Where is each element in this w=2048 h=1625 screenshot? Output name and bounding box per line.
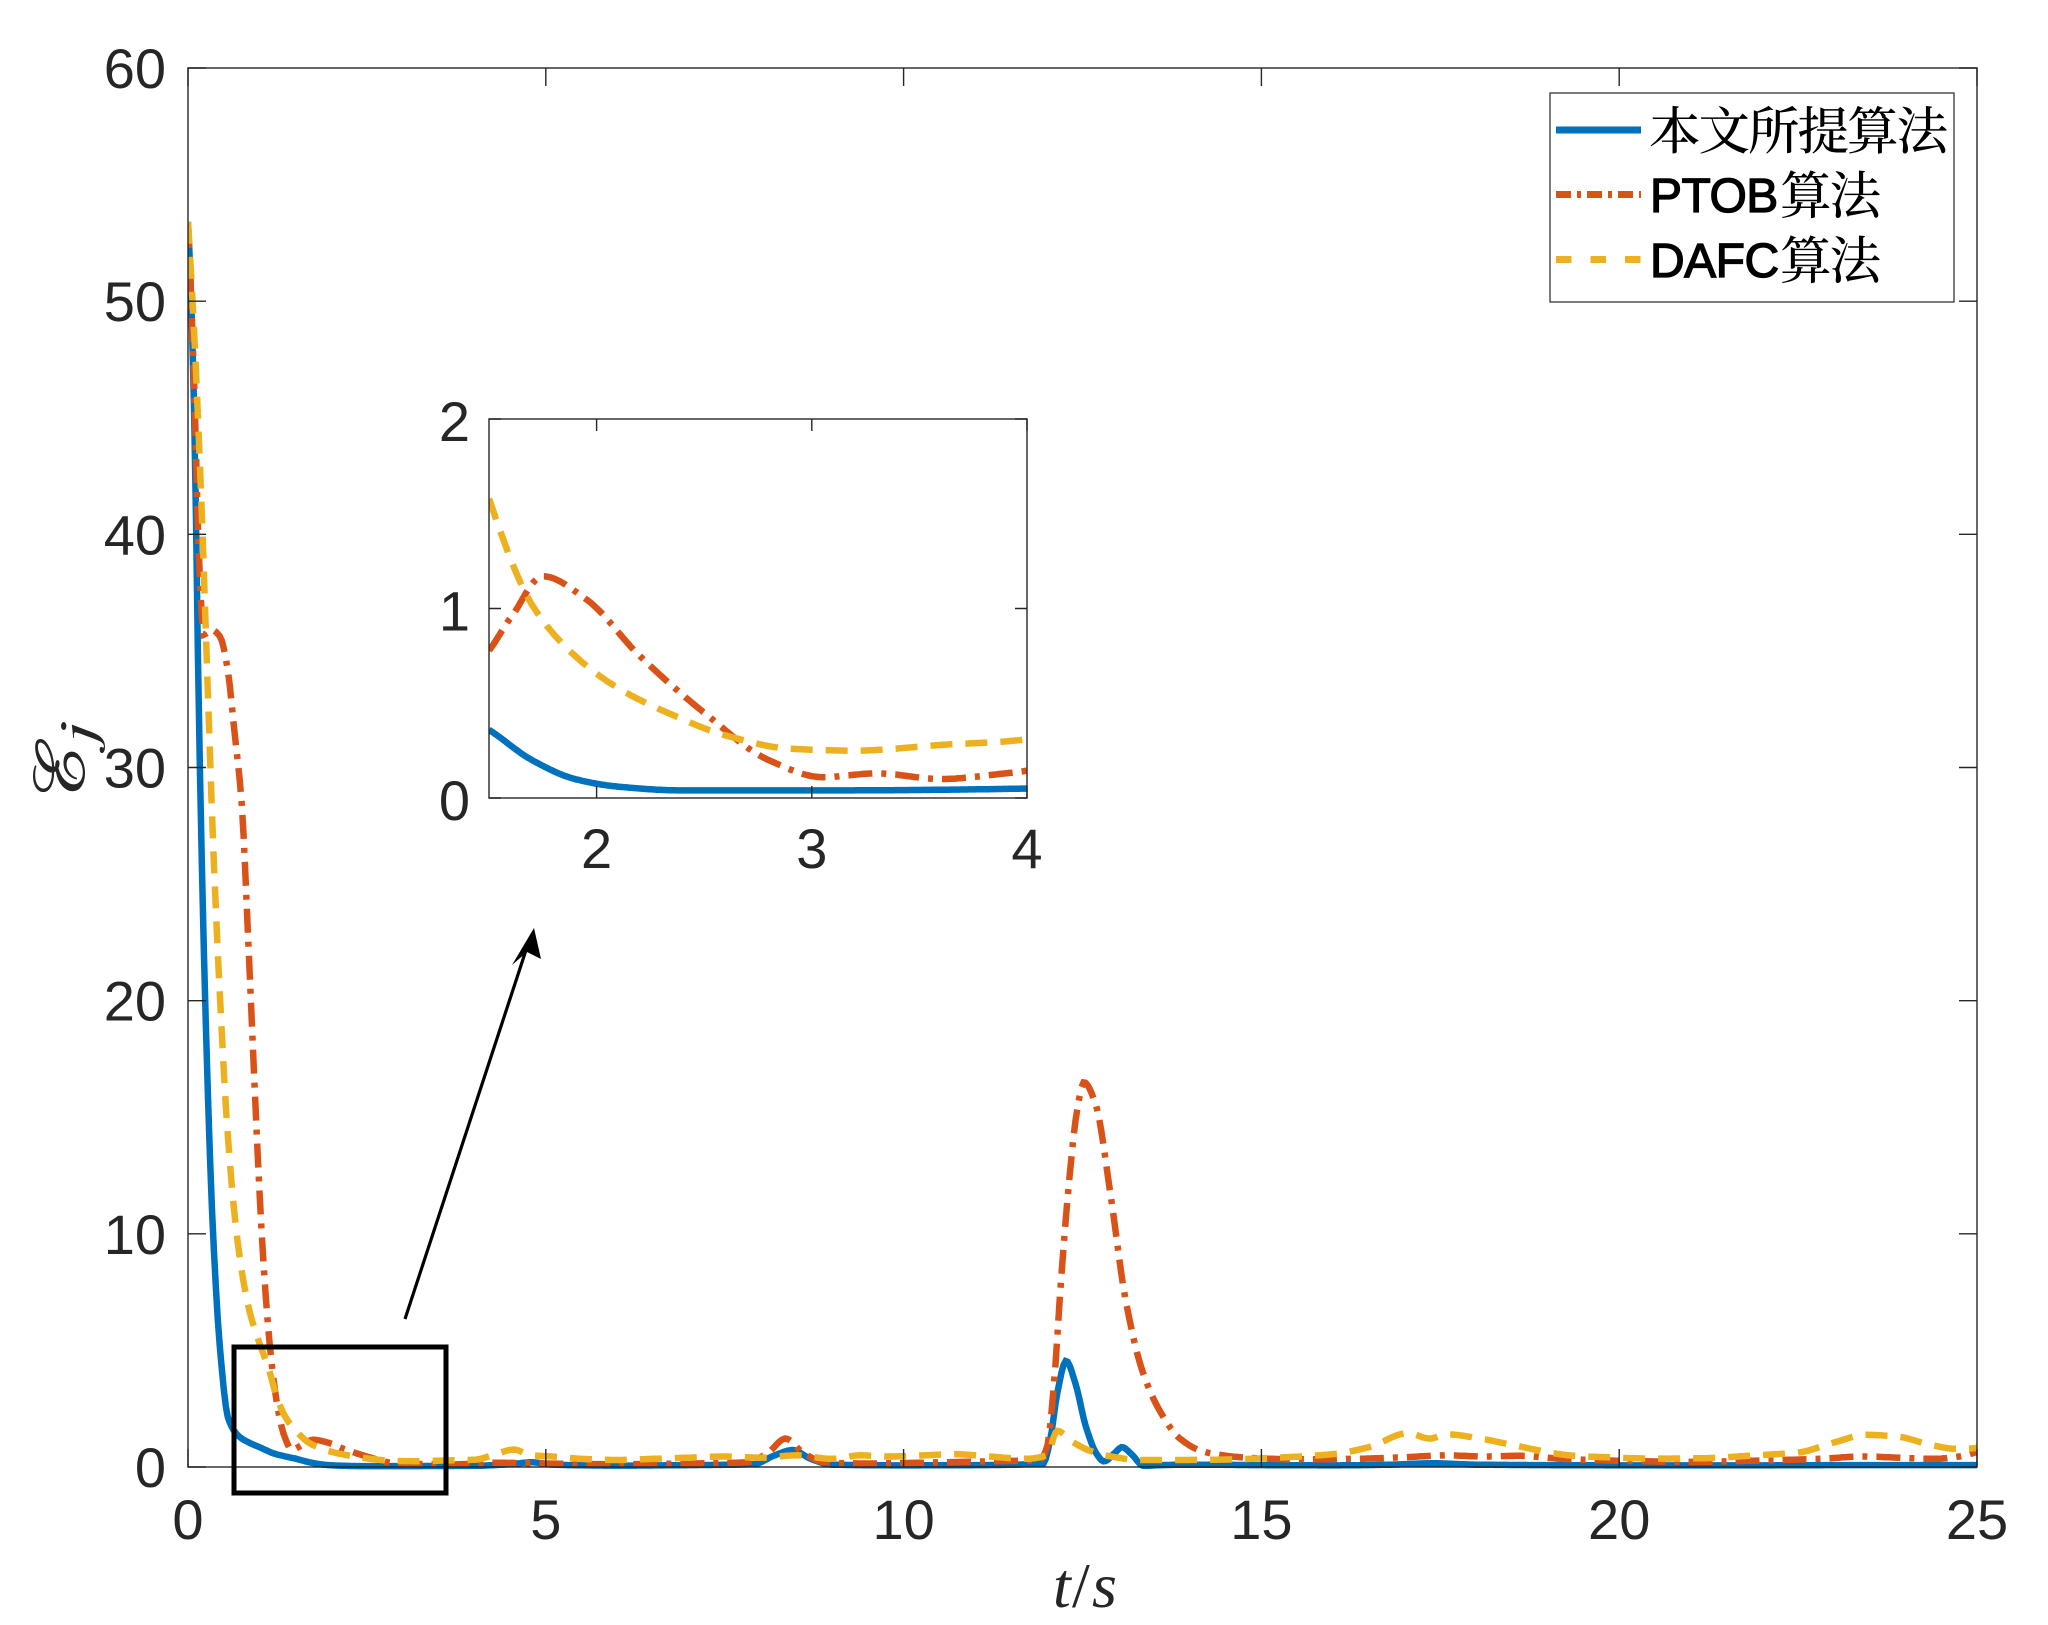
svg-text:50: 50 — [104, 270, 166, 333]
svg-text:20: 20 — [104, 970, 166, 1033]
svg-text:15: 15 — [1230, 1488, 1292, 1551]
svg-text:2: 2 — [581, 817, 612, 880]
svg-text:10: 10 — [872, 1488, 934, 1551]
svg-text:10: 10 — [104, 1203, 166, 1266]
svg-text:2: 2 — [439, 390, 470, 453]
svg-text:0: 0 — [135, 1436, 166, 1499]
svg-text:0: 0 — [439, 769, 470, 832]
svg-text:30: 30 — [104, 737, 166, 800]
svg-text:DAFC: DAFC — [1650, 235, 1779, 288]
svg-text:20: 20 — [1588, 1488, 1650, 1551]
svg-text:s: s — [1092, 1550, 1117, 1621]
svg-text:t: t — [1053, 1550, 1073, 1621]
svg-text:25: 25 — [1946, 1488, 2008, 1551]
svg-text:40: 40 — [104, 503, 166, 566]
svg-text:PTOB: PTOB — [1650, 170, 1778, 223]
svg-text:5: 5 — [530, 1488, 561, 1551]
svg-text:4: 4 — [1011, 817, 1042, 880]
svg-text:1: 1 — [439, 580, 470, 643]
svg-text:0: 0 — [172, 1488, 203, 1551]
svg-text:/: / — [1072, 1550, 1090, 1621]
svg-text:3: 3 — [796, 817, 827, 880]
svg-text:60: 60 — [104, 37, 166, 100]
